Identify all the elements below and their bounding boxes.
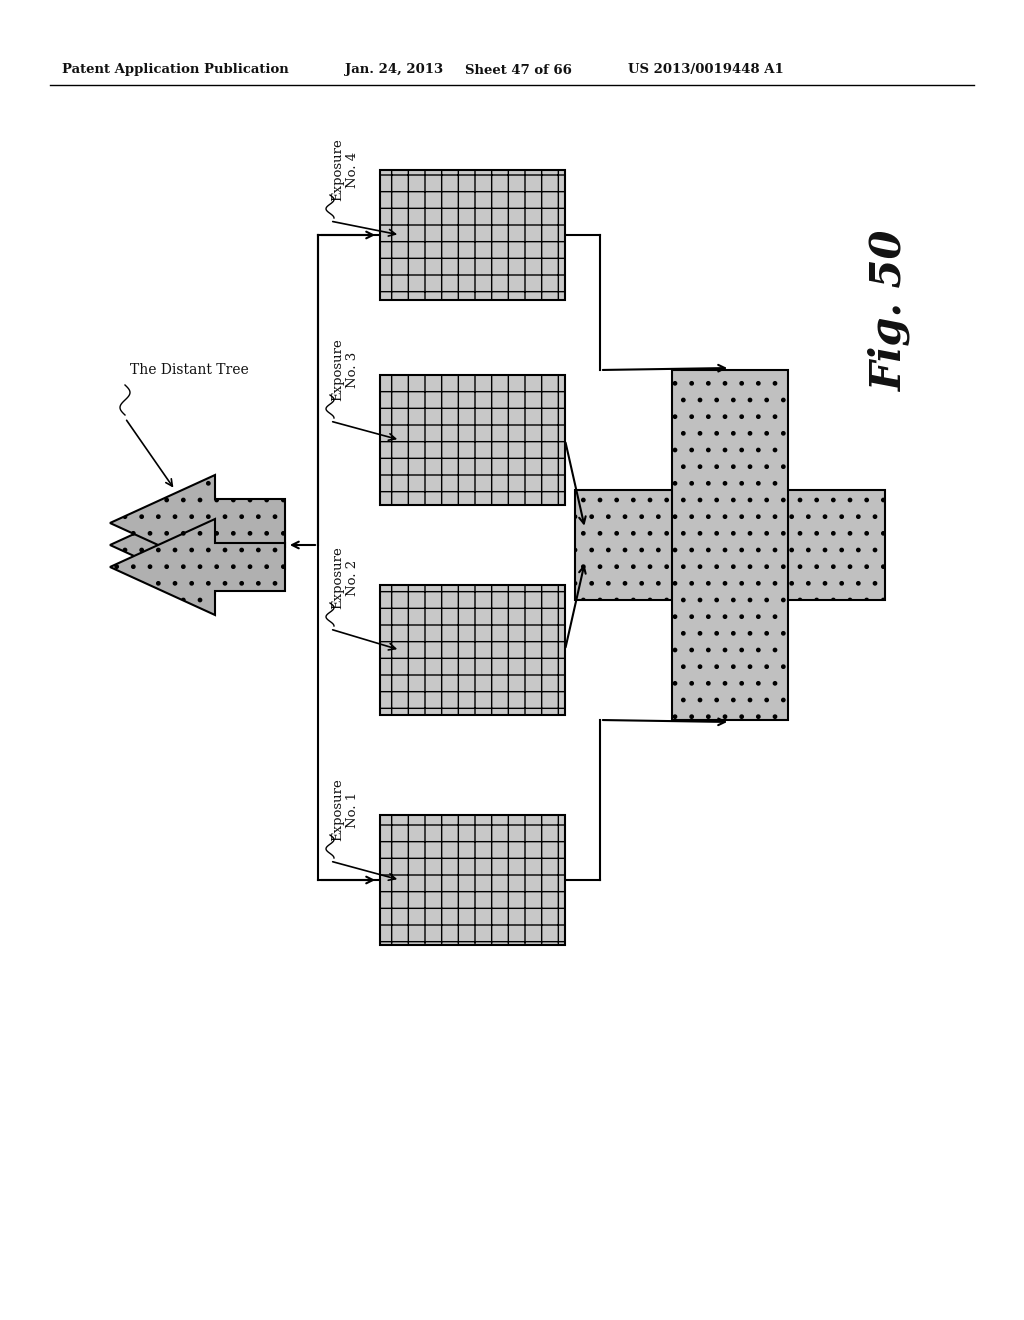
Text: Patent Application Publication: Patent Application Publication <box>62 63 289 77</box>
FancyBboxPatch shape <box>380 375 565 506</box>
Polygon shape <box>110 519 285 615</box>
Text: Fig. 50: Fig. 50 <box>868 230 911 391</box>
FancyBboxPatch shape <box>380 170 565 300</box>
Text: US 2013/0019448 A1: US 2013/0019448 A1 <box>628 63 783 77</box>
Text: Jan. 24, 2013: Jan. 24, 2013 <box>345 63 443 77</box>
FancyBboxPatch shape <box>672 370 788 719</box>
Polygon shape <box>110 475 285 572</box>
FancyBboxPatch shape <box>380 814 565 945</box>
Text: Exposure
No. 4: Exposure No. 4 <box>331 139 359 202</box>
Text: Exposure
No. 3: Exposure No. 3 <box>331 339 359 401</box>
Text: The Distant Tree: The Distant Tree <box>130 363 249 378</box>
FancyBboxPatch shape <box>380 585 565 715</box>
Polygon shape <box>110 498 285 593</box>
FancyBboxPatch shape <box>575 490 885 601</box>
Text: Exposure
No. 1: Exposure No. 1 <box>331 779 359 841</box>
Text: Exposure
No. 2: Exposure No. 2 <box>331 546 359 610</box>
Text: Sheet 47 of 66: Sheet 47 of 66 <box>465 63 571 77</box>
